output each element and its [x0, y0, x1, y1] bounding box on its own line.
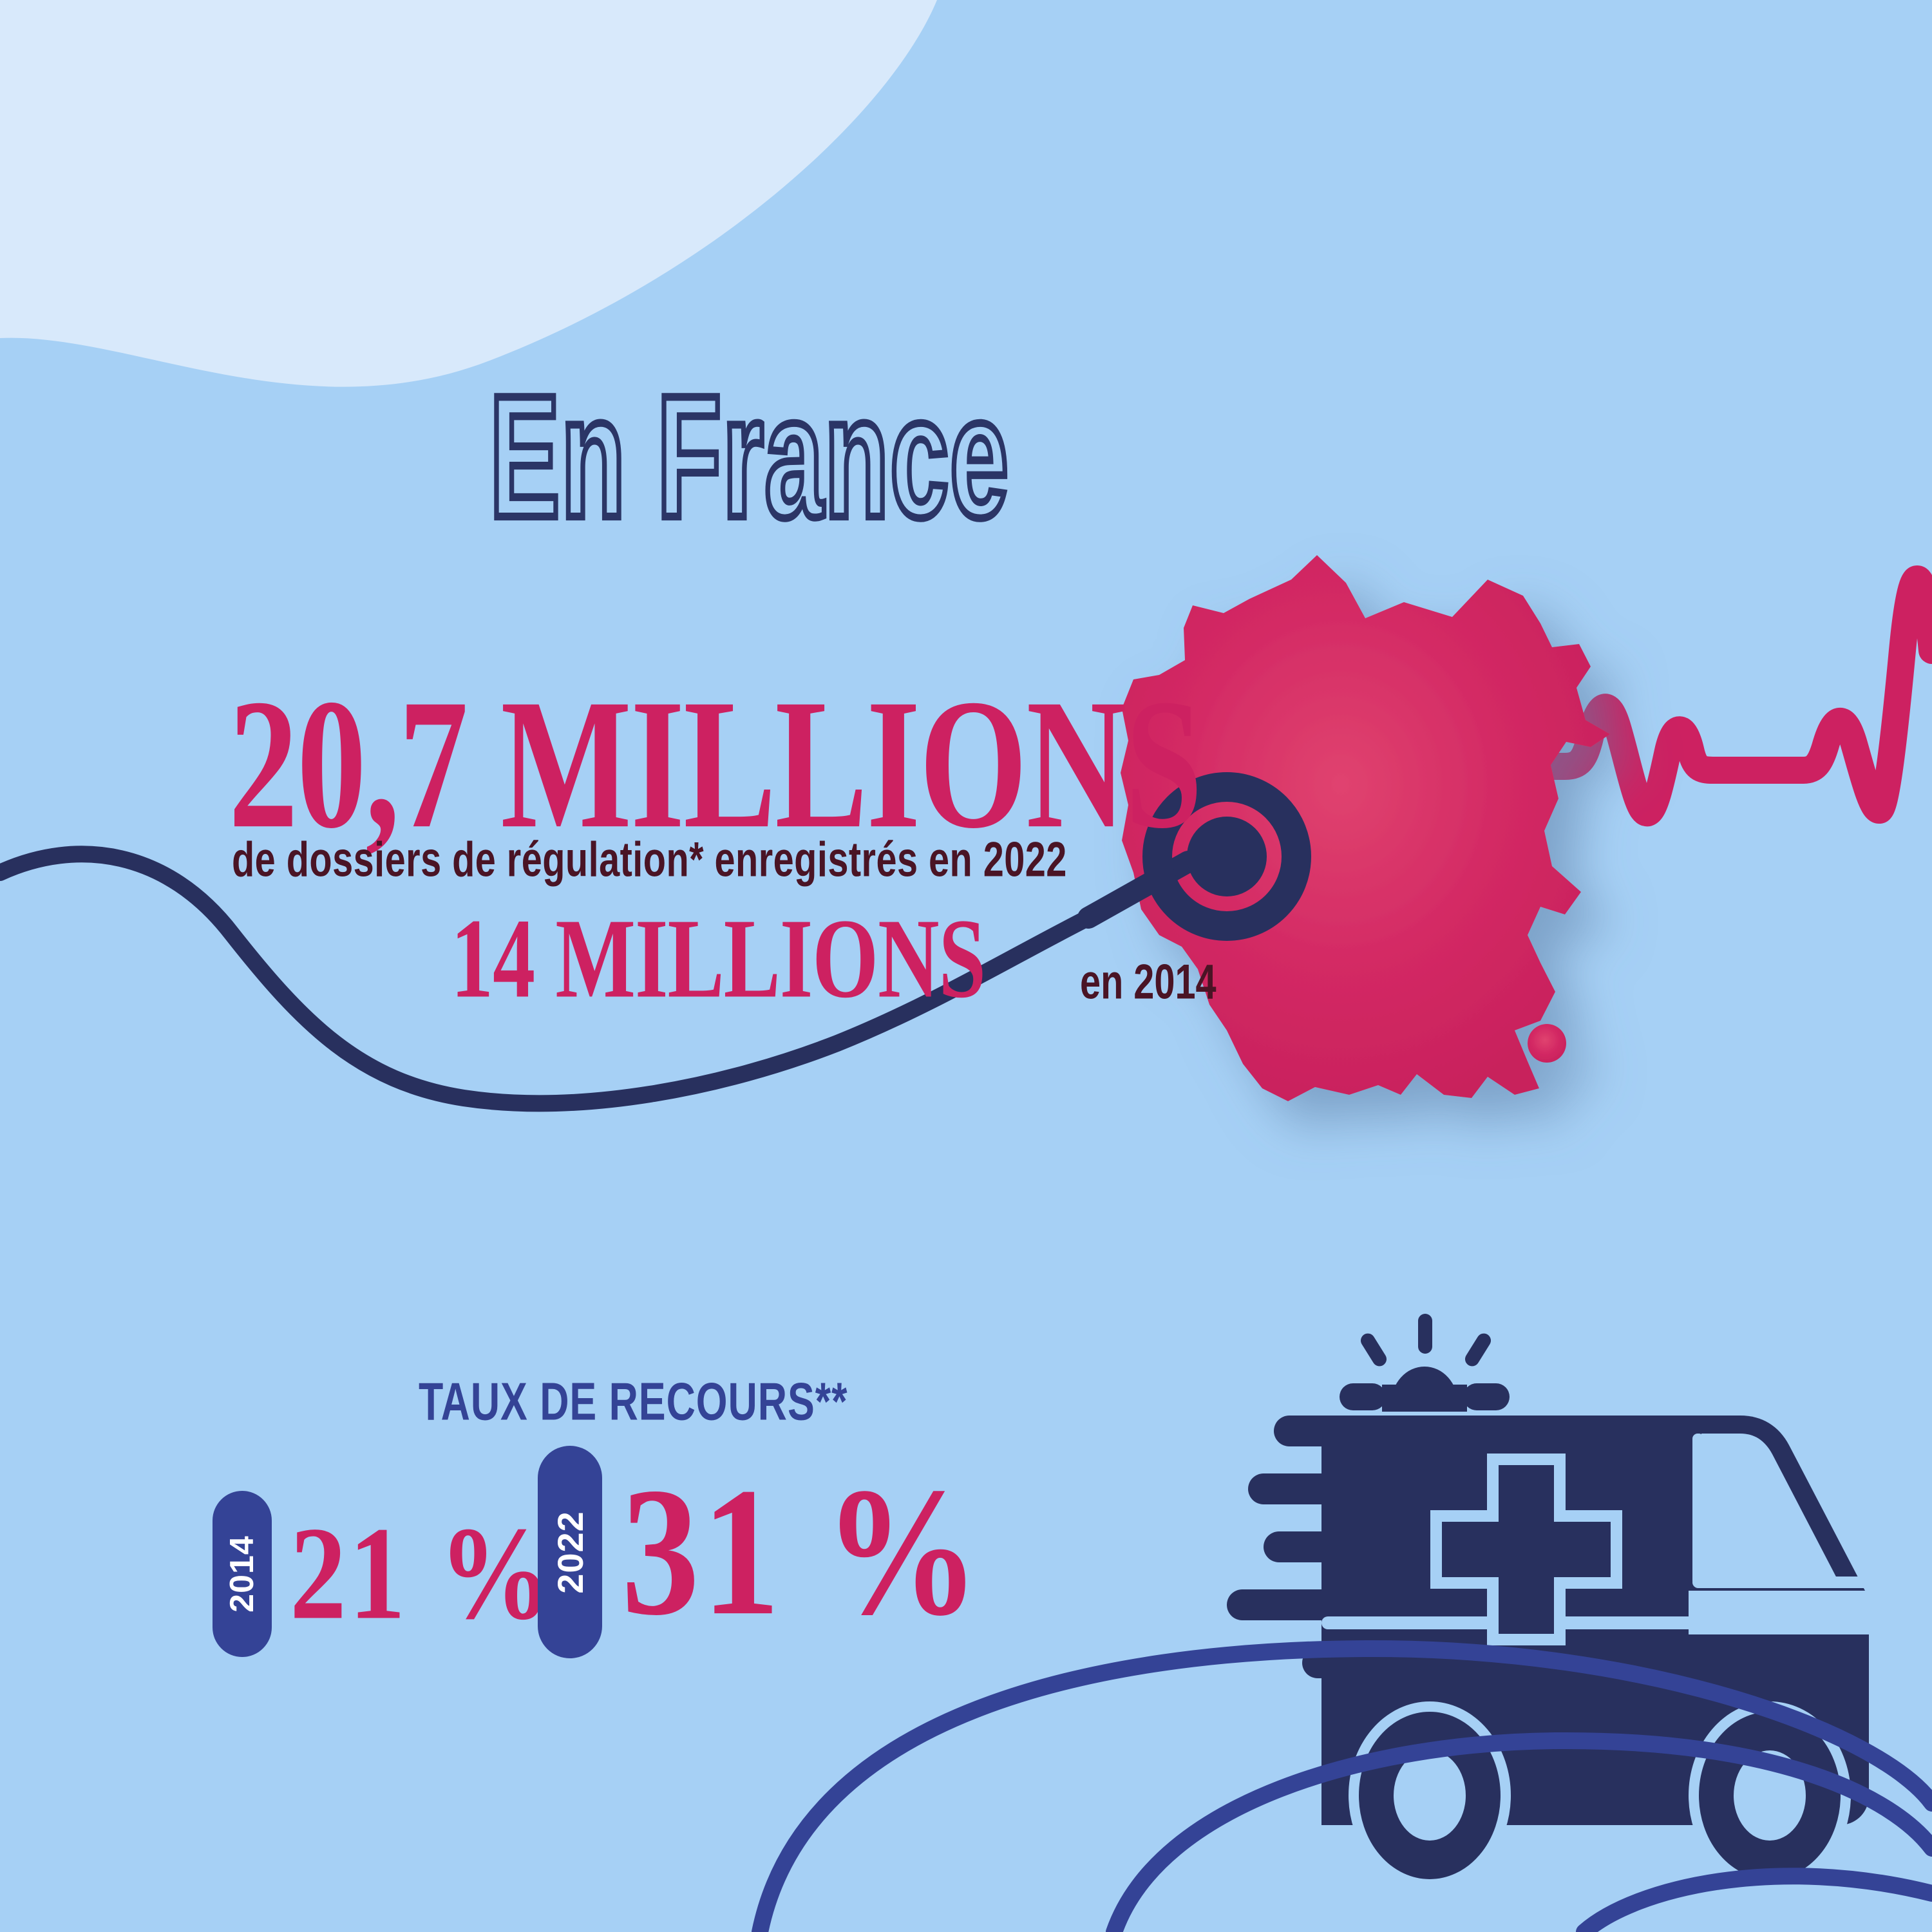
year-badge-2014-label: 2014	[223, 1535, 261, 1613]
main-stat-description: de dossiers de régulation* enregistrés e…	[232, 833, 1067, 887]
rates-section-title: TAUX DE RECOURS**	[419, 1371, 848, 1431]
main-stat-value: 20,7 MILLIONS	[229, 660, 1202, 867]
page-title: En France	[487, 356, 1010, 558]
year-badge-2022-label: 2022	[549, 1510, 591, 1594]
rate-item-2014: 2014 21 %	[213, 1491, 568, 1657]
previous-stat-value: 14 MILLIONS	[451, 895, 986, 1022]
rate-value-2022: 31 %	[621, 1450, 983, 1654]
year-badge-2022: 2022	[538, 1446, 602, 1658]
rate-value-2014: 21 %	[290, 1500, 554, 1648]
previous-stat-year: en 2014	[1080, 955, 1217, 1010]
year-badge-2014: 2014	[213, 1491, 272, 1657]
previous-stat-row: 14 MILLIONS en 2014	[451, 896, 1227, 1024]
rate-item-2022: 2022 31 %	[538, 1446, 1001, 1658]
decorative-corner-shape	[0, 0, 937, 387]
